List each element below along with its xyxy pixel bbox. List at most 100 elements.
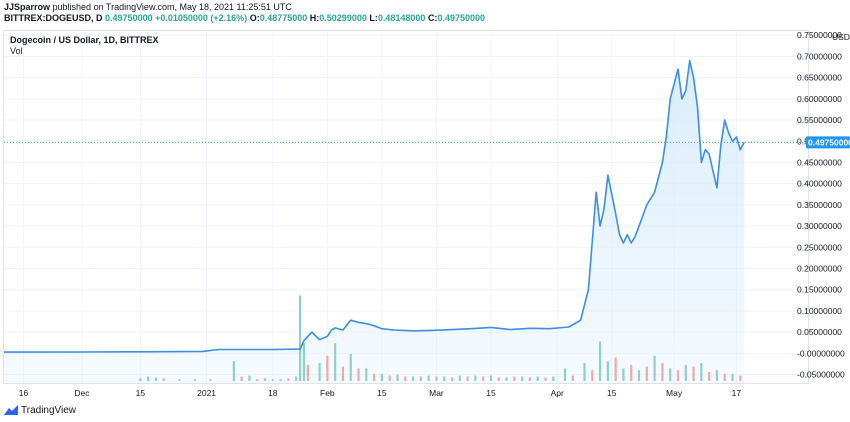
volume-bar-down bbox=[341, 366, 345, 381]
volume-bar-up bbox=[536, 376, 539, 381]
volume-bar-up bbox=[232, 361, 235, 381]
volume-bar-up bbox=[349, 354, 352, 381]
volume-bar-up bbox=[147, 376, 150, 381]
volume-bar-up bbox=[489, 375, 493, 381]
x-tick-label: 15 bbox=[486, 388, 496, 398]
close-value: 0.49750000 bbox=[437, 13, 485, 23]
high-label: H: bbox=[309, 13, 320, 23]
volume-bar-up bbox=[302, 343, 306, 381]
volume-bar-up bbox=[505, 377, 508, 381]
y-tick-label: 0.05000000 bbox=[797, 327, 842, 337]
volume-bar-down bbox=[528, 377, 532, 381]
y-tick-label: 0.25000000 bbox=[797, 242, 842, 252]
volume-bar-up bbox=[427, 375, 430, 381]
volume-bar-down bbox=[645, 366, 648, 381]
volume-bar-up bbox=[622, 368, 625, 381]
y-tick-label: 0.30000000 bbox=[797, 221, 842, 231]
volume-bar-up bbox=[154, 377, 158, 381]
brand-text: TradingView bbox=[21, 404, 77, 416]
volume-bar-down bbox=[357, 368, 360, 381]
author-name[interactable]: JJSparrow bbox=[4, 2, 51, 12]
last-price-tag-text: 0.49750000 bbox=[808, 137, 850, 147]
x-tick-label: 2021 bbox=[197, 388, 216, 398]
volume-bar-up bbox=[295, 376, 298, 381]
volume-bar-down bbox=[591, 370, 594, 381]
symbol-label: BITTREX:DOGEUSD, D bbox=[4, 13, 103, 23]
price-change: +0.01050000 (+2.16%) bbox=[155, 13, 248, 23]
y-tick-label: 0.40000000 bbox=[797, 179, 842, 189]
open-label: O: bbox=[249, 13, 260, 23]
x-tick-label: 15 bbox=[377, 388, 387, 398]
volume-bar-down bbox=[571, 375, 574, 381]
volume-bar-up bbox=[298, 295, 302, 381]
publish-header: JJSparrow published on TradingView.com, … bbox=[0, 0, 850, 28]
volume-bar-up bbox=[263, 378, 267, 381]
volume-bar-down bbox=[466, 376, 469, 381]
volume-bar-up bbox=[521, 376, 524, 381]
publish-line: JJSparrow published on TradingView.com, … bbox=[4, 2, 292, 12]
y-tick-label: 0.70000000 bbox=[797, 51, 842, 61]
legend-vol: Vol bbox=[10, 46, 23, 56]
x-tick-label: Dec bbox=[74, 388, 90, 398]
volume-bar-up bbox=[474, 375, 477, 381]
volume-bar-down bbox=[450, 377, 454, 381]
x-tick-label: 16 bbox=[19, 388, 29, 398]
currency-label: USD bbox=[832, 32, 850, 42]
y-tick-label: -0.05000000 bbox=[797, 370, 845, 380]
volume-bar-down bbox=[544, 377, 547, 381]
volume-bar-up bbox=[637, 370, 641, 381]
volume-bar-up bbox=[443, 376, 446, 381]
volume-bar-down bbox=[497, 377, 500, 381]
volume-bar-down bbox=[614, 357, 617, 381]
volume-bar-down bbox=[739, 375, 742, 381]
volume-bar-up bbox=[563, 368, 567, 381]
volume-bar-up bbox=[139, 378, 142, 381]
footer-brand[interactable]: TradingView bbox=[4, 403, 76, 417]
open-value: 0.48775000 bbox=[259, 13, 308, 23]
volume-bar-down bbox=[419, 376, 422, 381]
y-tick-label: 0.10000000 bbox=[797, 306, 842, 316]
chart-legend: Dogecoin / US Dollar, 1D, BITTREX Vol bbox=[10, 35, 159, 57]
last-price: 0.49750000 bbox=[105, 13, 153, 23]
publish-text: published on TradingView.com, May 18, 20… bbox=[50, 2, 292, 12]
volume-bar-down bbox=[630, 364, 633, 381]
volume-bar-up bbox=[411, 376, 415, 381]
volume-bar-down bbox=[240, 376, 243, 381]
legend-title: Dogecoin / US Dollar, 1D, BITTREX bbox=[10, 35, 159, 45]
volume-bar-up bbox=[271, 379, 274, 381]
volume-bar-down bbox=[692, 366, 695, 381]
volume-bar-up bbox=[731, 373, 734, 381]
y-tick-label: 0.45000000 bbox=[797, 157, 842, 167]
y-tick-label: 0.60000000 bbox=[797, 94, 842, 104]
volume-bar-up bbox=[715, 370, 719, 381]
volume-bar-up bbox=[279, 379, 282, 381]
volume-bar-up bbox=[458, 375, 461, 381]
price-area bbox=[4, 60, 745, 383]
y-tick-label: 0.15000000 bbox=[797, 285, 842, 295]
high-value: 0.50299000 bbox=[319, 13, 367, 23]
volume-bar-up bbox=[606, 361, 609, 381]
quote-line: BITTREX:DOGEUSD, D 0.49750000 +0.0105000… bbox=[4, 13, 485, 23]
volume-bar-down bbox=[373, 373, 376, 381]
volume-bar-up bbox=[583, 363, 586, 381]
volume-bar-down bbox=[482, 376, 485, 381]
volume-bar-down bbox=[661, 363, 664, 381]
y-tick-label: 0.75000000 bbox=[797, 30, 842, 40]
volume-bar-up bbox=[598, 341, 602, 381]
y-tick-label: 0.20000000 bbox=[797, 263, 842, 273]
volume-bar-down bbox=[388, 375, 391, 381]
chart-frame[interactable] bbox=[3, 30, 809, 384]
volume-bar-down bbox=[404, 376, 407, 381]
volume-bar-down bbox=[326, 355, 329, 381]
volume-bar-up bbox=[334, 343, 337, 381]
x-tick-label: 17 bbox=[732, 388, 742, 398]
volume-bar-up bbox=[365, 368, 368, 381]
volume-bar-up bbox=[193, 379, 196, 381]
volume-bar-up bbox=[700, 363, 703, 381]
y-tick-label: 0.55000000 bbox=[797, 115, 842, 125]
volume-bar-down bbox=[708, 372, 711, 381]
volume-bar-down bbox=[513, 376, 516, 381]
volume-bar-up bbox=[552, 376, 555, 381]
volume-bar-down bbox=[162, 378, 165, 381]
